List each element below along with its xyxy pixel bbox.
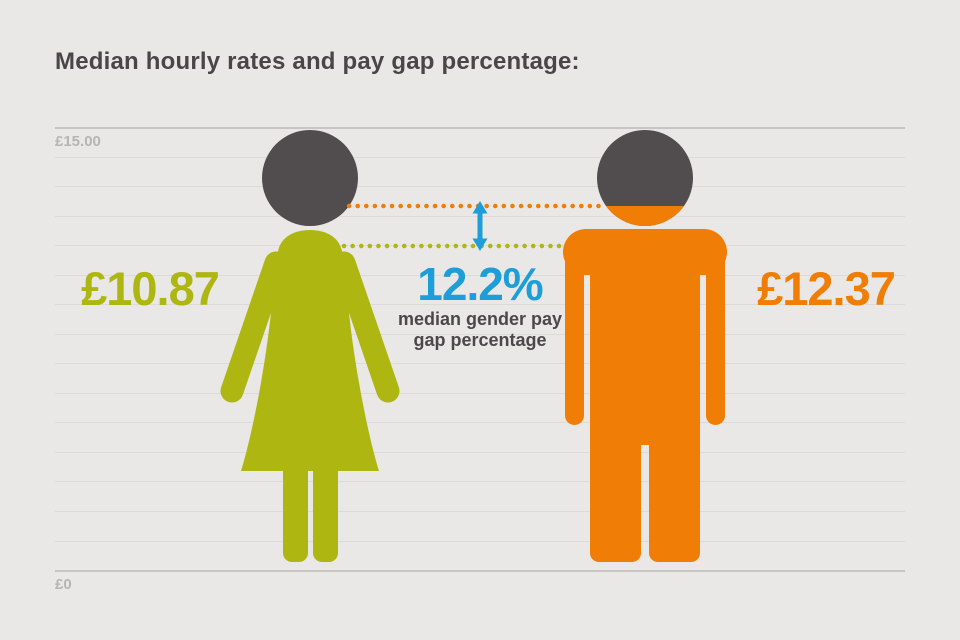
gridline (55, 422, 905, 424)
female-rate-value: £10.87 (81, 262, 220, 315)
gridline (55, 274, 905, 276)
pay-gap-caption-line1: median gender pay (397, 309, 563, 329)
male-rate-value: £12.37 (757, 262, 896, 315)
gridline (55, 451, 905, 453)
female-figure-icon (220, 130, 400, 562)
gap-arrow-icon (472, 201, 488, 251)
male-figure-icon (563, 130, 727, 562)
gridline (55, 510, 905, 512)
gridline (55, 215, 905, 217)
female-head-icon (262, 130, 358, 226)
male-body-icon (563, 229, 727, 562)
gridline (55, 304, 905, 306)
male-head-rate-overlay (606, 206, 684, 226)
gridline (55, 363, 905, 365)
gridline (55, 186, 905, 188)
gridline-top (55, 127, 905, 129)
gridline (55, 156, 905, 158)
gridline (55, 333, 905, 335)
pay-gap-percent: 12.2% (417, 258, 543, 310)
y-axis-max-label: £15.00 (55, 133, 101, 150)
gridline (55, 392, 905, 394)
gridline (55, 245, 905, 247)
gridline-bottom (55, 570, 905, 572)
gridline (55, 481, 905, 483)
pay-gap-caption-line2: gap percentage (413, 330, 547, 350)
male-head-icon (597, 130, 693, 226)
pay-gap-caption: median gender pay gap percentage (375, 309, 585, 351)
page-title: Median hourly rates and pay gap percenta… (55, 48, 580, 75)
gridline (55, 540, 905, 542)
female-body-icon (220, 230, 400, 562)
y-axis-min-label: £0 (55, 576, 72, 593)
